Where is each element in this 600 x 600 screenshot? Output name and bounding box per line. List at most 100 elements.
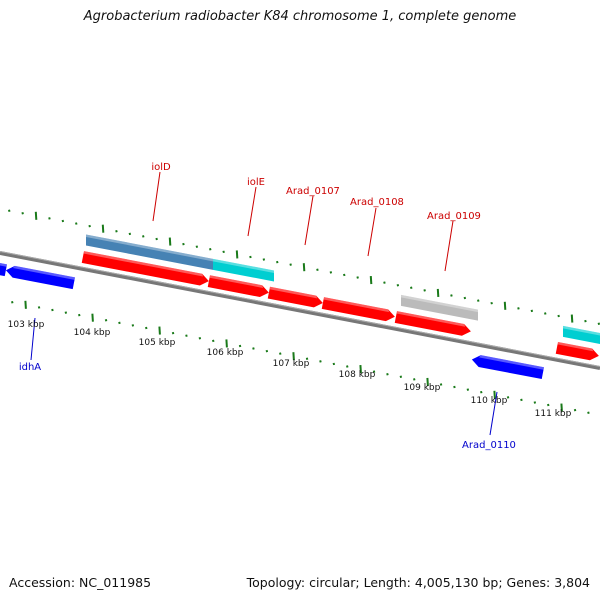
tick-mark	[276, 260, 279, 264]
tick-mark	[51, 308, 54, 312]
tick-mark	[343, 273, 346, 277]
tick-mark	[104, 319, 108, 322]
tick-mark	[128, 232, 132, 236]
edge-gene-arrow	[555, 341, 599, 361]
idhA-gene-arrow	[5, 265, 75, 290]
tick-mark	[547, 403, 550, 407]
gene-label: Arad_0110	[462, 440, 516, 451]
tick-mark	[573, 408, 577, 412]
tick-mark	[346, 365, 349, 368]
gene-label: iolE	[247, 177, 265, 188]
tick-mark	[212, 339, 215, 343]
arad-0107-gene-arrow	[267, 286, 323, 308]
tick-mark	[436, 288, 440, 297]
kbp-label: 111 kbp	[535, 409, 572, 419]
tick-mark	[249, 255, 252, 259]
kbp-label: 103 kbp	[8, 320, 45, 330]
tick-mark	[372, 370, 376, 373]
arad-0109-gene-arrow	[394, 311, 471, 336]
tick-mark	[316, 268, 319, 272]
tick-mark	[78, 313, 81, 317]
tick-mark	[453, 385, 456, 389]
tick-mark	[64, 311, 68, 314]
lower-tick-track	[11, 300, 590, 414]
tick-mark	[302, 263, 306, 272]
tick-mark	[463, 296, 467, 300]
edge-feature-bar	[563, 325, 600, 344]
tick-mark	[21, 212, 24, 215]
tick-mark	[142, 235, 145, 238]
tick-mark	[195, 245, 199, 248]
label-leader-line	[444, 220, 454, 272]
label-leader-line	[152, 171, 161, 222]
kbp-label: 108 kbp	[339, 370, 376, 380]
tick-mark	[168, 237, 172, 246]
tick-mark	[225, 339, 228, 348]
tick-mark	[386, 372, 389, 376]
tick-mark	[292, 352, 295, 361]
tick-mark	[48, 217, 51, 220]
tick-mark	[252, 347, 255, 350]
tick-mark	[530, 309, 534, 313]
backbone-highlight	[0, 251, 600, 367]
tick-mark	[155, 237, 158, 241]
tick-mark	[182, 242, 185, 246]
gene-labels: iolD iolE Arad_0107 Arad_0108 Arad_0109 idhA A…	[19, 162, 516, 451]
tick-mark	[597, 322, 600, 325]
tick-mark	[145, 326, 148, 330]
tick-mark	[235, 250, 239, 259]
kbp-label: 109 kbp	[404, 383, 441, 393]
kbp-label: 105 kbp	[139, 338, 176, 348]
gene-label: iolD	[151, 162, 171, 173]
tick-mark	[396, 283, 400, 287]
tick-mark	[185, 334, 188, 337]
tick-mark	[587, 411, 590, 414]
tick-mark	[517, 307, 520, 310]
tick-mark	[359, 365, 362, 374]
arad-0109-feature-bar	[401, 294, 478, 321]
gene-label: Arad_0107	[286, 186, 340, 197]
tick-mark	[560, 403, 563, 412]
genome-title: Agrobacterium radiobacter K84 chromosome…	[83, 9, 517, 24]
tick-mark	[101, 224, 105, 233]
iolD-gene-arrow	[81, 251, 209, 286]
topology-text: Topology: circular; Length: 4,005,130 bp…	[246, 575, 590, 590]
tick-mark	[305, 357, 309, 361]
iolD-feature-bar	[86, 234, 213, 270]
tick-mark	[262, 258, 266, 261]
tick-mark	[584, 319, 587, 323]
tick-mark	[37, 306, 41, 309]
tick-mark	[493, 390, 496, 399]
tick-mark	[410, 286, 413, 290]
label-leader-line	[247, 186, 257, 237]
tick-mark	[329, 271, 333, 274]
tick-mark	[490, 301, 493, 305]
kbp-label: 104 kbp	[74, 328, 111, 338]
tick-mark	[520, 398, 523, 402]
tick-mark	[369, 276, 373, 285]
tick-mark	[24, 300, 27, 309]
gene-label: Arad_0108	[350, 197, 404, 208]
tick-mark	[319, 360, 322, 363]
iolE-gene-arrow	[207, 275, 269, 298]
iolE-feature-bar	[213, 258, 274, 282]
upper-tick-track	[8, 209, 600, 325]
tick-mark	[75, 222, 78, 225]
tick-mark	[61, 219, 65, 223]
tick-mark	[332, 362, 336, 366]
edge-reverse-gene-arrow	[0, 262, 7, 277]
feature-track	[86, 234, 600, 344]
label-leader-line	[367, 207, 377, 257]
tick-mark	[198, 337, 202, 340]
kbp-scale-labels: 103 kbp 104 kbp 105 kbp 106 kbp 107 kbp 108 k…	[8, 320, 572, 419]
tick-mark	[570, 314, 574, 323]
tick-mark	[503, 301, 507, 310]
accession-text: Accession: NC_011985	[9, 575, 152, 590]
tick-mark	[557, 314, 560, 318]
gene-track	[0, 251, 599, 380]
gene-label: Arad_0109	[427, 211, 481, 222]
tick-mark	[279, 352, 282, 355]
tick-mark	[450, 294, 453, 297]
tick-mark	[383, 281, 386, 284]
